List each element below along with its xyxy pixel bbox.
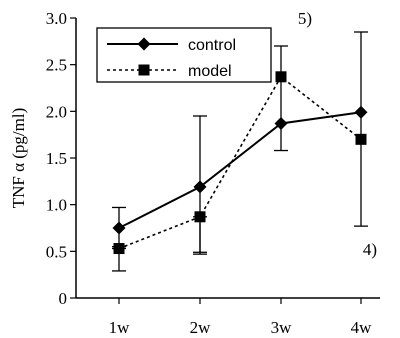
y-tick-label: 2.5 [46, 56, 67, 75]
legend-label-model: model [188, 63, 232, 80]
y-tick-label: 1.0 [46, 196, 67, 215]
x-tick-label: 1w [109, 318, 131, 337]
legend: control model [96, 27, 272, 83]
marker-model [275, 71, 287, 83]
marker-model [194, 211, 206, 223]
marker-control [354, 105, 368, 119]
marker-control [274, 116, 288, 130]
marker-control [193, 180, 207, 194]
y-axis-label: TNF α (pg/ml) [9, 108, 28, 209]
legend-label-control: control [188, 37, 236, 54]
annotations: 5) 4) [298, 9, 377, 259]
series-lines [118, 75, 362, 250]
series-line-model [118, 75, 362, 250]
y-tick-label: 0.5 [46, 242, 67, 261]
y-tick-label: 3.0 [46, 9, 67, 28]
legend-box [96, 27, 272, 83]
annotation-label: 5) [298, 9, 312, 28]
y-tick-label: 0 [59, 289, 68, 308]
x-tick-label: 2w [190, 318, 212, 337]
x-tick-label: 4w [351, 318, 373, 337]
legend-marker-control [137, 37, 151, 51]
annotation-label: 4) [363, 240, 377, 259]
series-markers [112, 71, 368, 255]
series-line-control [118, 111, 362, 229]
y-tick-label: 1.5 [46, 149, 67, 168]
marker-model [355, 133, 367, 145]
x-tick-label: 3w [271, 318, 293, 337]
marker-control [112, 221, 126, 235]
y-tick-label: 2.0 [46, 102, 67, 121]
marker-model [113, 243, 125, 255]
legend-marker-model [138, 64, 150, 76]
y-ticks: 0 0.5 1.0 1.5 2.0 2.5 3.0 [46, 9, 76, 308]
x-ticks: 1w 2w 3w 4w [109, 298, 373, 337]
